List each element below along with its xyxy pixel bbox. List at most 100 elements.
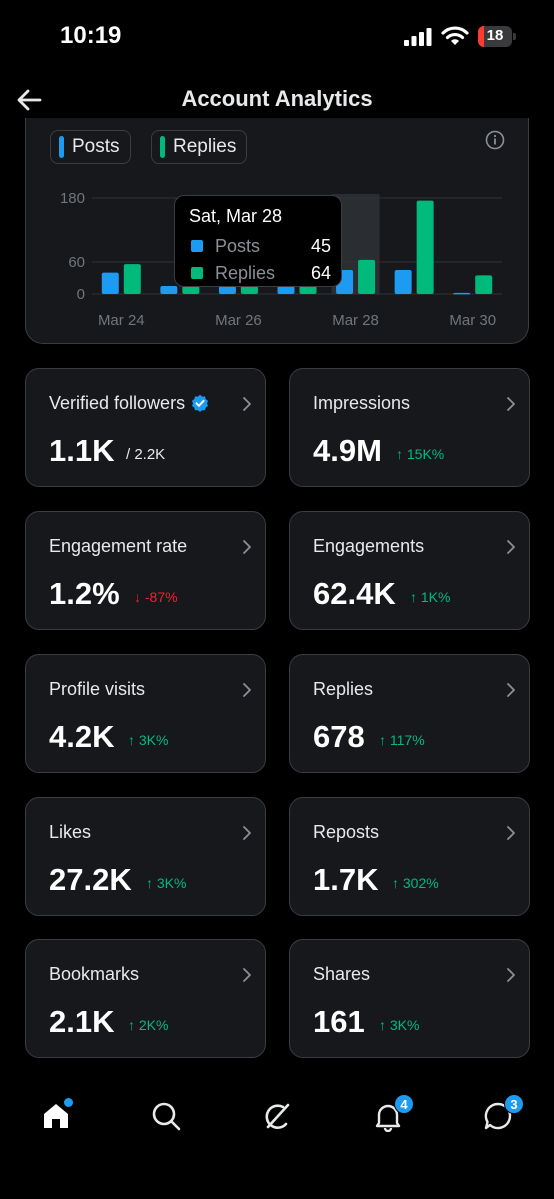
- chevron-right-icon: [507, 683, 515, 697]
- stat-label: Verified followers: [49, 393, 209, 414]
- stat-card-engagement-rate[interactable]: Engagement rate 1.2% ↓ -87%: [25, 511, 266, 630]
- stat-card-verified-followers[interactable]: Verified followers 1.1K / 2.2K: [25, 368, 266, 487]
- stat-delta: ↑ 3K%: [128, 732, 169, 748]
- stat-delta: ↓ -87%: [134, 589, 178, 605]
- chevron-right-icon: [507, 397, 515, 411]
- legend-posts-chip[interactable]: Posts: [50, 130, 131, 164]
- tooltip-row-posts: Posts 45: [189, 235, 331, 257]
- bell-icon: [375, 1104, 401, 1132]
- tooltip-posts-label: Posts: [215, 236, 261, 256]
- stat-card-reposts[interactable]: Reposts 1.7K ↑ 302%: [289, 797, 530, 916]
- x-tick-label: Mar 26: [215, 312, 262, 329]
- stat-value: 1.7K: [313, 862, 379, 897]
- x-tick-label: Mar 24: [98, 312, 145, 329]
- stat-value: 4.2K: [49, 719, 115, 754]
- chevron-right-icon: [243, 397, 251, 411]
- bar-replies-mar-24: [123, 264, 141, 294]
- stat-label: Reposts: [313, 822, 379, 843]
- stat-label: Engagements: [313, 536, 424, 557]
- tab-search[interactable]: [138, 1094, 194, 1150]
- status-bar: 10:19 18: [0, 0, 554, 72]
- stat-card-bookmarks[interactable]: Bookmarks 2.1K ↑ 2K%: [25, 939, 266, 1058]
- stat-subvalue: / 2.2K: [126, 446, 166, 463]
- bar-posts-mar-24: [101, 272, 119, 294]
- notification-dot: [64, 1098, 73, 1107]
- stat-card-shares[interactable]: Shares 161 ↑ 3K%: [289, 939, 530, 1058]
- stat-label: Bookmarks: [49, 964, 139, 985]
- stat-label-text: Profile visits: [49, 679, 146, 699]
- stat-label-text: Likes: [49, 822, 92, 842]
- chevron-right-icon: [243, 826, 251, 840]
- tab-notifications[interactable]: 4: [360, 1094, 416, 1150]
- notifications-badge: 4: [394, 1094, 414, 1114]
- x-tick-label: Mar 28: [332, 312, 379, 329]
- home-icon: [44, 1104, 68, 1128]
- messages-badge: 3: [504, 1094, 524, 1114]
- chevron-right-icon: [507, 540, 515, 554]
- back-button[interactable]: [12, 82, 48, 118]
- bar-replies-mar-26: [240, 286, 258, 294]
- tooltip-replies-value: 64: [310, 263, 331, 283]
- legend-replies-label: Replies: [173, 136, 237, 157]
- stat-card-engagements[interactable]: Engagements 62.4K ↑ 1K%: [289, 511, 530, 630]
- bar-posts-mar-27: [277, 286, 295, 294]
- stat-delta: ↑ 1K%: [410, 589, 451, 605]
- tab-messages[interactable]: 3: [470, 1094, 526, 1150]
- stat-delta: ↑ 15K%: [396, 446, 445, 462]
- bar-posts-mar-30: [453, 292, 471, 295]
- stat-label: Shares: [313, 964, 370, 985]
- stat-label-text: Engagement rate: [49, 536, 188, 556]
- tab-home[interactable]: [28, 1094, 84, 1150]
- stat-label: Impressions: [313, 393, 410, 414]
- x-tick-label: Mar 30: [449, 312, 496, 329]
- tooltip-replies-label: Replies: [215, 263, 276, 283]
- stat-value: 1.2%: [49, 576, 120, 611]
- y-tick-label: 180: [60, 190, 85, 207]
- bottom-tab-bar: 4 3: [0, 1080, 554, 1199]
- chevron-right-icon: [243, 540, 251, 554]
- stat-card-likes[interactable]: Likes 27.2K ↑ 3K%: [25, 797, 266, 916]
- stat-card-replies[interactable]: Replies 678 ↑ 117%: [289, 654, 530, 773]
- tooltip-title: Sat, Mar 28: [189, 206, 283, 226]
- battery-level: 18: [486, 27, 504, 44]
- bar-posts-mar-25: [160, 286, 178, 294]
- bar-replies-mar-27: [299, 286, 317, 294]
- stat-value: 161: [313, 1004, 365, 1039]
- chevron-right-icon: [507, 826, 515, 840]
- posts-swatch: [59, 136, 64, 158]
- stat-label-text: Impressions: [313, 393, 411, 413]
- tooltip-row-replies: Replies 64: [189, 262, 331, 284]
- stat-delta: ↑ 302%: [392, 875, 439, 891]
- stat-label-text: Engagements: [313, 536, 425, 556]
- legend-posts-label: Posts: [72, 136, 120, 157]
- stat-delta: ↑ 2K%: [128, 1017, 169, 1033]
- arrow-left-icon: [17, 89, 42, 111]
- y-tick-label: 0: [77, 286, 85, 303]
- stat-value: 1.1K: [49, 433, 115, 468]
- bar-posts-mar-29: [394, 270, 412, 294]
- battery-icon: 18: [478, 26, 516, 47]
- stat-label: Replies: [313, 679, 373, 700]
- stat-label: Profile visits: [49, 679, 145, 700]
- stat-delta: ↑ 3K%: [146, 875, 187, 891]
- replies-swatch: [160, 136, 165, 158]
- stat-label-text: Replies: [313, 679, 374, 699]
- stat-card-impressions[interactable]: Impressions 4.9M ↑ 15K%: [289, 368, 530, 487]
- status-time: 10:19: [60, 22, 122, 49]
- info-icon[interactable]: [485, 130, 505, 150]
- search-icon: [152, 1102, 181, 1131]
- stat-card-profile-visits[interactable]: Profile visits 4.2K ↑ 3K%: [25, 654, 266, 773]
- bar-replies-mar-25: [182, 286, 200, 294]
- tooltip-posts-value: 45: [310, 236, 331, 256]
- bar-replies-mar-29: [416, 200, 434, 294]
- chevron-right-icon: [243, 683, 251, 697]
- legend-replies-chip[interactable]: Replies: [151, 130, 248, 164]
- tooltip-replies-swatch: [191, 267, 203, 279]
- verified-badge-icon: [192, 394, 209, 412]
- stat-value: 2.1K: [49, 1004, 115, 1039]
- stat-label-text: Verified followers: [49, 393, 186, 413]
- chevron-right-icon: [507, 968, 515, 982]
- stat-label-text: Reposts: [313, 822, 380, 842]
- stat-delta: ↑ 117%: [379, 732, 425, 748]
- tab-grok[interactable]: [249, 1094, 305, 1150]
